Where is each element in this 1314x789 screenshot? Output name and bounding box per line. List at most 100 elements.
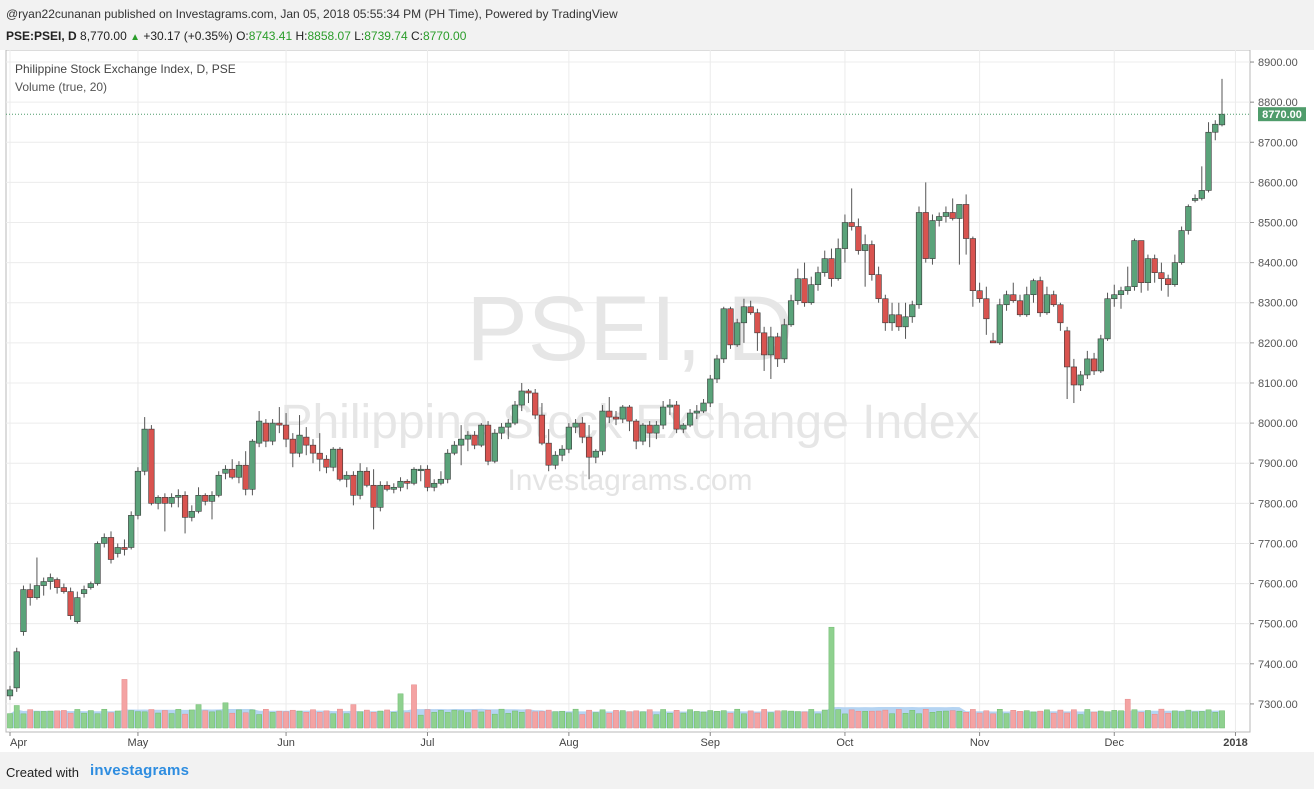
- volume-bar: [411, 684, 417, 729]
- candle: [909, 300, 916, 323]
- legend-title: Philippine Stock Exchange Index, D, PSE: [15, 62, 236, 76]
- candle: [498, 423, 505, 440]
- candle-body: [94, 543, 101, 584]
- candle-body: [612, 416, 620, 420]
- candle-body: [734, 322, 741, 346]
- candle: [141, 417, 148, 476]
- candle: [350, 471, 357, 506]
- candle-body: [471, 434, 478, 446]
- candle-body: [215, 474, 222, 496]
- candle: [390, 483, 397, 494]
- candle-body: [1171, 262, 1178, 285]
- candle-body: [525, 390, 532, 394]
- volume-bar: [485, 709, 491, 729]
- candle-body: [33, 585, 41, 598]
- volume-bar: [188, 709, 195, 729]
- volume-bar: [882, 709, 889, 729]
- volume-bar: [20, 713, 27, 729]
- plot-area[interactable]: [5, 50, 1251, 733]
- volume-bar: [734, 708, 741, 729]
- candle: [559, 445, 566, 462]
- volume-bar: [976, 712, 983, 729]
- volume-bar: [444, 712, 451, 729]
- candle-body: [60, 587, 67, 592]
- candle: [410, 467, 418, 486]
- candle-body: [963, 204, 970, 239]
- candle-body: [27, 589, 34, 598]
- candle: [734, 318, 741, 347]
- volume-bar: [633, 710, 640, 729]
- candle: [1050, 290, 1057, 307]
- volume-bar: [215, 710, 222, 729]
- candle-body: [121, 547, 128, 550]
- candle: [633, 419, 640, 450]
- candle-body: [40, 581, 47, 586]
- candle-body: [397, 480, 404, 488]
- investagrams-logo[interactable]: investagrams: [90, 762, 190, 779]
- candle: [538, 403, 546, 446]
- quote-line: PSE:PSEI, D 8,770.00 ▲ +30.17 (+0.35%) O…: [6, 29, 466, 43]
- volume-bar: [498, 708, 505, 729]
- price-chart[interactable]: PSEI, D Philippine Stock Exchange Index …: [0, 50, 1314, 752]
- candle-body: [74, 597, 81, 622]
- watermark-symbol: PSEI, D: [466, 278, 793, 380]
- candle-body: [269, 422, 276, 442]
- volume-bar: [774, 710, 781, 729]
- volume-bar: [1165, 712, 1171, 729]
- candle: [235, 461, 243, 484]
- candle-body: [202, 495, 209, 502]
- candle: [1111, 284, 1118, 307]
- y-tick-label: 8700.00: [1258, 137, 1298, 149]
- candle-body: [949, 212, 956, 219]
- candle-body: [572, 422, 579, 428]
- volume-bar: [168, 713, 175, 729]
- candle-body: [410, 468, 418, 484]
- candle: [229, 459, 236, 480]
- volume-bar: [364, 709, 370, 729]
- candle-body: [1198, 190, 1205, 199]
- candle: [417, 465, 424, 482]
- volume-bar: [1172, 710, 1178, 729]
- candle: [646, 421, 653, 448]
- candle: [13, 647, 20, 692]
- volume-bar: [236, 709, 242, 729]
- candle-body: [114, 547, 121, 554]
- volume-bar: [1091, 711, 1097, 729]
- candle-body: [1185, 206, 1192, 231]
- candle-body: [1124, 286, 1131, 292]
- candle-body: [262, 422, 269, 442]
- candle-body: [229, 468, 236, 478]
- time-axis[interactable]: Apr May Jun Jul Aug Sep Oct Nov Dec 2018: [9, 732, 1248, 749]
- candle: [606, 397, 613, 424]
- candle-body: [626, 406, 633, 422]
- candle: [431, 479, 438, 492]
- candle: [478, 423, 485, 448]
- volume-bar: [956, 710, 963, 729]
- volume-bar: [289, 709, 296, 729]
- volume-bar: [949, 710, 956, 729]
- candle-body: [6, 689, 14, 697]
- volume-bar: [1219, 710, 1225, 729]
- candle: [902, 302, 909, 339]
- candle-body: [491, 432, 498, 462]
- volume-bar: [646, 709, 653, 729]
- volume-bar: [195, 704, 202, 729]
- candle: [653, 421, 660, 440]
- candle: [680, 423, 687, 434]
- candle-body: [458, 438, 465, 446]
- candle-body: [13, 651, 20, 689]
- volume-bar: [316, 712, 323, 729]
- candle: [282, 413, 290, 448]
- candle: [1070, 358, 1077, 404]
- candle-body: [370, 484, 377, 508]
- candle-body: [1131, 240, 1138, 287]
- candle-body: [404, 480, 411, 484]
- candle: [1158, 262, 1165, 291]
- candle: [370, 469, 377, 530]
- candle: [168, 493, 175, 508]
- candle-body: [168, 497, 175, 504]
- price-change: +30.17 (+0.35%): [143, 29, 233, 43]
- candle: [303, 427, 310, 456]
- candle: [60, 583, 67, 594]
- price-axis[interactable]: 7300.00 7400.00 7500.00 7600.00 7700.00 7800.…: [1250, 57, 1298, 711]
